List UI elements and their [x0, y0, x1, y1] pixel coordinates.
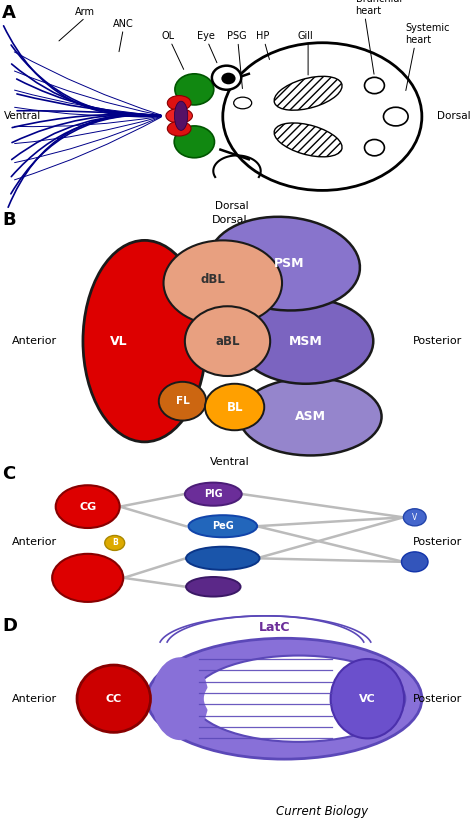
- Text: LatC: LatC: [259, 621, 291, 635]
- Text: Posterior: Posterior: [413, 336, 462, 346]
- Ellipse shape: [186, 547, 260, 570]
- Text: ANC: ANC: [113, 19, 134, 29]
- Ellipse shape: [185, 483, 242, 506]
- Ellipse shape: [174, 126, 214, 158]
- Text: CC: CC: [106, 694, 122, 704]
- Text: VL: VL: [109, 335, 128, 348]
- Ellipse shape: [221, 72, 236, 85]
- Text: Anterior: Anterior: [12, 694, 57, 704]
- Ellipse shape: [234, 97, 252, 109]
- Text: Dorsal: Dorsal: [216, 201, 249, 210]
- Text: BL: BL: [227, 400, 243, 413]
- Text: V: V: [412, 513, 418, 522]
- Ellipse shape: [105, 535, 125, 551]
- Text: C: C: [2, 464, 16, 483]
- Text: HP: HP: [256, 30, 270, 41]
- Ellipse shape: [83, 240, 206, 442]
- Ellipse shape: [77, 665, 151, 732]
- Text: Ventral: Ventral: [210, 457, 250, 467]
- Text: Dorsal: Dorsal: [437, 111, 470, 121]
- Text: Systemic
heart: Systemic heart: [405, 23, 450, 44]
- Ellipse shape: [159, 381, 206, 421]
- Text: OL: OL: [162, 30, 175, 41]
- Ellipse shape: [185, 307, 270, 376]
- Text: VC: VC: [359, 694, 376, 704]
- Text: CG: CG: [79, 501, 96, 511]
- Text: B: B: [112, 538, 118, 547]
- Ellipse shape: [152, 658, 209, 740]
- Ellipse shape: [188, 515, 257, 538]
- Text: ASM: ASM: [295, 410, 326, 423]
- Text: PSG: PSG: [227, 30, 247, 41]
- Ellipse shape: [403, 509, 426, 526]
- Ellipse shape: [192, 656, 405, 741]
- Text: FL: FL: [175, 396, 190, 406]
- Ellipse shape: [52, 554, 123, 602]
- Ellipse shape: [401, 552, 428, 572]
- Ellipse shape: [331, 659, 404, 738]
- Ellipse shape: [383, 107, 408, 126]
- Ellipse shape: [365, 140, 384, 156]
- Text: PSM: PSM: [274, 257, 304, 270]
- Ellipse shape: [186, 577, 240, 597]
- Text: Posterior: Posterior: [413, 538, 462, 547]
- Text: Anterior: Anterior: [12, 538, 57, 547]
- Ellipse shape: [147, 638, 422, 760]
- Ellipse shape: [205, 384, 264, 430]
- Text: PeG: PeG: [212, 521, 234, 531]
- Text: Branchial
heart: Branchial heart: [356, 0, 401, 16]
- Ellipse shape: [274, 123, 342, 157]
- Ellipse shape: [175, 74, 214, 105]
- Text: Eye: Eye: [197, 30, 215, 41]
- Ellipse shape: [212, 66, 241, 90]
- Text: Posterior: Posterior: [413, 694, 462, 704]
- Text: aBL: aBL: [215, 335, 240, 348]
- Text: A: A: [2, 4, 16, 22]
- Text: Current Biology: Current Biology: [276, 805, 368, 818]
- Ellipse shape: [174, 101, 188, 131]
- Ellipse shape: [164, 240, 282, 326]
- Text: Gill: Gill: [298, 30, 314, 41]
- Ellipse shape: [238, 298, 374, 384]
- Ellipse shape: [274, 76, 342, 110]
- Ellipse shape: [365, 77, 384, 94]
- Text: MSM: MSM: [289, 335, 323, 348]
- Ellipse shape: [239, 378, 382, 455]
- Text: B: B: [2, 211, 16, 229]
- Text: Ventral: Ventral: [4, 111, 41, 121]
- Ellipse shape: [166, 109, 192, 123]
- Ellipse shape: [167, 95, 191, 110]
- Text: dBL: dBL: [201, 273, 226, 285]
- Ellipse shape: [204, 659, 403, 738]
- Ellipse shape: [209, 217, 360, 311]
- Text: Dorsal: Dorsal: [212, 215, 248, 225]
- Text: Anterior: Anterior: [12, 336, 57, 346]
- Ellipse shape: [167, 121, 191, 136]
- Text: Arm: Arm: [75, 7, 95, 17]
- Ellipse shape: [56, 485, 119, 528]
- Text: PlG: PlG: [204, 489, 223, 499]
- Text: D: D: [2, 616, 18, 635]
